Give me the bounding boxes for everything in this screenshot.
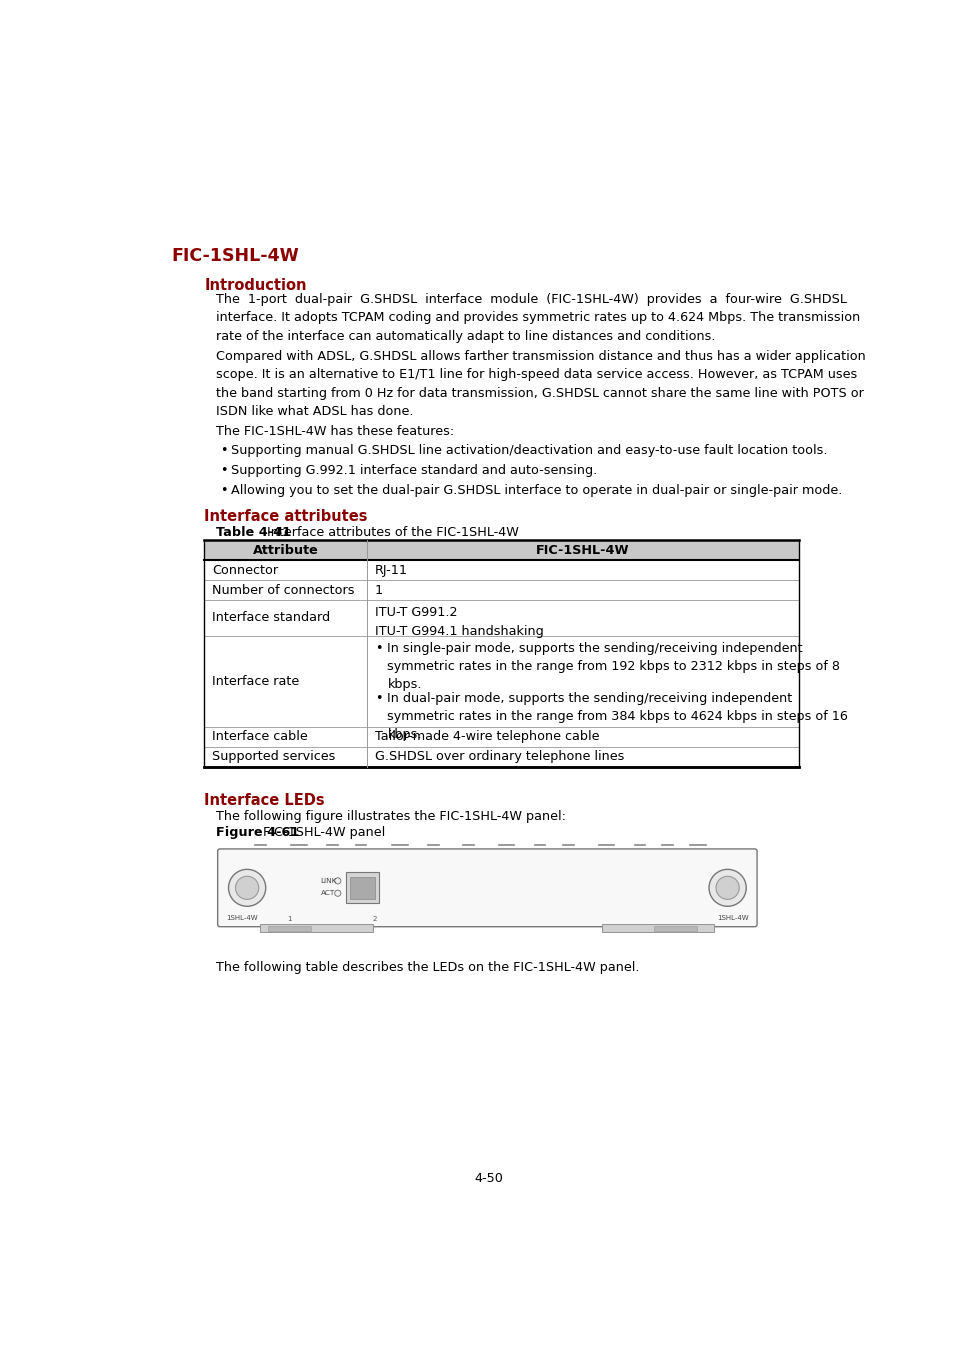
- Bar: [601, 925, 714, 932]
- FancyBboxPatch shape: [217, 849, 757, 926]
- Text: 1: 1: [375, 583, 383, 597]
- Text: The FIC-1SHL-4W has these features:: The FIC-1SHL-4W has these features:: [216, 425, 454, 437]
- Text: Connector: Connector: [212, 564, 278, 576]
- Text: 1SHL-4W: 1SHL-4W: [226, 914, 257, 921]
- Text: •: •: [220, 483, 227, 497]
- Text: Interface LEDs: Interface LEDs: [204, 794, 325, 809]
- Text: 1: 1: [287, 917, 292, 922]
- Text: Interface rate: Interface rate: [212, 675, 299, 687]
- Text: •: •: [220, 464, 227, 477]
- Text: FIC-1SHL-4W: FIC-1SHL-4W: [171, 247, 298, 265]
- Text: 4-50: 4-50: [474, 1172, 503, 1185]
- Text: 2: 2: [373, 917, 376, 922]
- Text: FIC-1SHL-4W: FIC-1SHL-4W: [536, 544, 629, 556]
- Circle shape: [708, 869, 745, 906]
- Circle shape: [229, 869, 266, 906]
- Bar: [350, 878, 375, 899]
- Text: •: •: [375, 641, 382, 655]
- Text: In dual-pair mode, supports the sending/receiving independent
symmetric rates in: In dual-pair mode, supports the sending/…: [387, 691, 847, 741]
- Text: ITU-T G991.2
ITU-T G994.1 handshaking: ITU-T G991.2 ITU-T G994.1 handshaking: [375, 606, 543, 639]
- Text: 1SHL-4W: 1SHL-4W: [717, 914, 748, 921]
- Text: RJ-11: RJ-11: [375, 564, 408, 576]
- Text: Supporting G.992.1 interface standard and auto-sensing.: Supporting G.992.1 interface standard an…: [231, 464, 597, 477]
- Bar: [268, 926, 311, 930]
- Text: Tailor-made 4-wire telephone cable: Tailor-made 4-wire telephone cable: [375, 730, 598, 742]
- Text: ACT: ACT: [320, 890, 335, 896]
- Text: •: •: [375, 691, 382, 705]
- Text: Interface attributes: Interface attributes: [204, 509, 368, 524]
- Text: Interface cable: Interface cable: [212, 730, 308, 742]
- Text: Supported services: Supported services: [212, 751, 335, 763]
- Circle shape: [335, 878, 340, 884]
- Bar: [654, 926, 696, 930]
- Text: LINK: LINK: [320, 878, 336, 884]
- Text: The  1-port  dual-pair  G.SHDSL  interface  module  (FIC-1SHL-4W)  provides  a  : The 1-port dual-pair G.SHDSL interface m…: [216, 293, 860, 343]
- Text: Supporting manual G.SHDSL line activation/deactivation and easy-to-use fault loc: Supporting manual G.SHDSL line activatio…: [231, 444, 826, 458]
- Text: The following figure illustrates the FIC-1SHL-4W panel:: The following figure illustrates the FIC…: [216, 810, 565, 824]
- Text: •: •: [220, 444, 227, 458]
- Text: FIC-1SHL-4W panel: FIC-1SHL-4W panel: [258, 826, 385, 838]
- Text: In single-pair mode, supports the sending/receiving independent
symmetric rates : In single-pair mode, supports the sendin…: [387, 641, 840, 691]
- Text: The following table describes the LEDs on the FIC-1SHL-4W panel.: The following table describes the LEDs o…: [216, 961, 639, 975]
- Text: Attribute: Attribute: [253, 544, 318, 556]
- Text: Introduction: Introduction: [204, 278, 307, 293]
- Bar: [346, 872, 378, 903]
- Text: Interface standard: Interface standard: [212, 612, 330, 625]
- Text: Table 4-41: Table 4-41: [216, 526, 291, 539]
- Circle shape: [716, 876, 739, 899]
- Bar: [260, 925, 373, 932]
- Text: Compared with ADSL, G.SHDSL allows farther transmission distance and thus has a : Compared with ADSL, G.SHDSL allows farth…: [216, 350, 865, 418]
- Text: Figure 4-61: Figure 4-61: [216, 826, 299, 838]
- Text: Number of connectors: Number of connectors: [212, 583, 355, 597]
- Circle shape: [235, 876, 258, 899]
- Circle shape: [335, 890, 340, 896]
- Text: Interface attributes of the FIC-1SHL-4W: Interface attributes of the FIC-1SHL-4W: [262, 526, 518, 539]
- Text: Allowing you to set the dual-pair G.SHDSL interface to operate in dual-pair or s: Allowing you to set the dual-pair G.SHDS…: [231, 483, 841, 497]
- Text: G.SHDSL over ordinary telephone lines: G.SHDSL over ordinary telephone lines: [375, 751, 623, 763]
- Bar: [204, 540, 798, 560]
